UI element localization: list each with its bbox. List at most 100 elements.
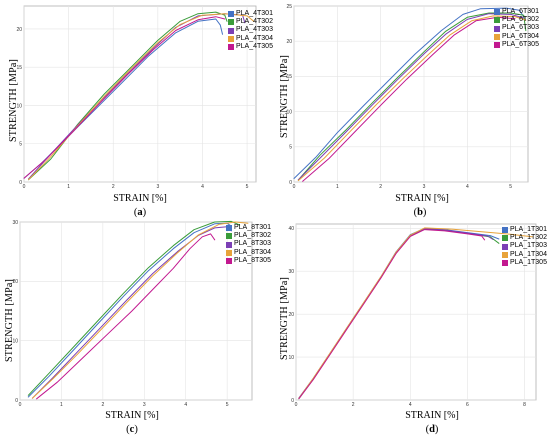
legend-item-PLA_4T305: PLA_4T305 bbox=[228, 43, 273, 51]
legend-label: PLA_6T301 bbox=[502, 8, 539, 15]
x-tick-label-d-4: 8 bbox=[523, 402, 526, 408]
chart-panel-b: 0 1 2 3 4 5 0 5 10 15 20 25 STRENGTH [MPa] STRAIN [… bbox=[276, 0, 550, 220]
panel-label-a: (a) bbox=[133, 207, 147, 218]
x-tick-label-a-3: 3 bbox=[156, 184, 159, 190]
chart-panel-c: 0 1 2 3 4 5 0 10 20 30 STRENGTH [MPa] STRAIN [%] … bbox=[0, 220, 272, 438]
series-line-PLA_4T303 bbox=[28, 13, 246, 180]
legend-b: PLA_6T301 PLA_6T302 PLA_6T303 PLA_6T304 PLA_… bbox=[494, 8, 539, 49]
x-tick-label-c-5: 5 bbox=[226, 402, 229, 408]
chart-d-svg: 0 2 4 6 8 0 10 20 30 40 bbox=[288, 223, 537, 408]
x-tick-label-c-2: 2 bbox=[101, 402, 104, 408]
legend-swatch bbox=[494, 17, 500, 24]
legend-item-PLA_8T304: PLA_8T304 bbox=[226, 249, 271, 257]
series-line-PLA_8T303 bbox=[31, 226, 232, 399]
series-line-PLA_1T305 bbox=[298, 229, 486, 400]
y-axis-label-b: STRENGTH [MPa] bbox=[279, 54, 290, 138]
plot-frame-c bbox=[19, 221, 253, 401]
legend-swatch bbox=[226, 225, 232, 232]
plot-frame-b bbox=[293, 5, 529, 183]
series-line-PLA_6T302 bbox=[297, 12, 527, 181]
legend-item-PLA_6T305: PLA_6T305 bbox=[494, 41, 539, 49]
x-tick-label-c-3: 3 bbox=[143, 402, 146, 408]
y-tick-label-d-3: 30 bbox=[288, 269, 294, 275]
legend-item-PLA_8T301: PLA_8T301 bbox=[226, 224, 271, 232]
legend-label: PLA_4T304 bbox=[236, 34, 273, 42]
legend-swatch bbox=[226, 241, 232, 248]
x-tick-label-b-0: 0 bbox=[293, 184, 296, 190]
panel-label-d: (d) bbox=[425, 424, 439, 435]
legend-swatch bbox=[228, 27, 234, 34]
x-axis-label-c: STRAIN [%] bbox=[105, 410, 159, 421]
y-tick-label-a-3: 15 bbox=[16, 65, 22, 71]
y-tick-label-c-1: 10 bbox=[12, 338, 18, 344]
legend-item-PLA_6T302: PLA_6T302 bbox=[494, 16, 539, 24]
chart-panel-d: 0 2 4 6 8 0 10 20 30 40 STRENGTH [MPa] STRAIN [%]… bbox=[276, 220, 550, 438]
legend-label: PLA_8T304 bbox=[234, 248, 271, 256]
y-tick-label-d-0: 0 bbox=[291, 398, 294, 404]
legend-label: PLA_1T305 bbox=[510, 258, 547, 266]
series-line-PLA_8T302 bbox=[27, 220, 241, 396]
legend-label: PLA_1T301 bbox=[510, 226, 547, 233]
legend-swatch bbox=[502, 251, 508, 258]
series-line-PLA_6T301 bbox=[293, 7, 525, 179]
legend-swatch bbox=[228, 43, 234, 50]
legend-swatch bbox=[226, 257, 232, 264]
y-tick-label-c-0: 0 bbox=[15, 398, 18, 404]
legend-a: PLA_4T301 PLA_4T302 PLA_4T303 PLA_4T304 PLA_… bbox=[228, 10, 273, 51]
legend-label: PLA_4T301 bbox=[236, 10, 273, 17]
series-line-PLA_4T304 bbox=[28, 13, 255, 181]
legend-label: PLA_6T305 bbox=[502, 40, 539, 48]
x-tick-label-a-2: 2 bbox=[112, 184, 115, 190]
panel-letter-b: b bbox=[417, 207, 423, 218]
legend-swatch bbox=[228, 35, 234, 42]
series-line-PLA_8T301 bbox=[27, 222, 232, 398]
x-tick-label-b-2: 2 bbox=[379, 184, 382, 190]
series-line-PLA_1T301 bbox=[298, 227, 500, 399]
x-tick-label-d-3: 6 bbox=[466, 402, 469, 408]
y-tick-label-b-3: 15 bbox=[286, 74, 292, 80]
panel-label-b: (b) bbox=[413, 207, 427, 218]
series-line-PLA_4T302 bbox=[28, 11, 228, 181]
legend-label: PLA_4T303 bbox=[236, 26, 273, 34]
x-tick-label-c-0: 0 bbox=[19, 402, 22, 408]
y-axis-label-a: STRENGTH [MPa] bbox=[8, 58, 19, 142]
legend-swatch bbox=[226, 249, 232, 256]
legend-swatch bbox=[494, 33, 500, 40]
legend-label: PLA_8T302 bbox=[234, 232, 271, 240]
series-line-PLA_6T304 bbox=[297, 15, 527, 182]
x-axis-label-b: STRAIN [%] bbox=[395, 193, 449, 204]
panel-label-c: (c) bbox=[126, 424, 138, 435]
panel-letter-d: d bbox=[429, 424, 435, 435]
x-tick-label-d-1: 2 bbox=[352, 402, 355, 408]
legend-item-PLA_6T303: PLA_6T303 bbox=[494, 24, 539, 32]
x-tick-label-d-2: 4 bbox=[409, 402, 412, 408]
y-tick-label-b-4: 20 bbox=[286, 39, 292, 45]
x-tick-label-a-0: 0 bbox=[23, 184, 26, 190]
y-tick-label-c-3: 30 bbox=[12, 220, 18, 226]
legend-label: PLA_1T304 bbox=[510, 250, 547, 258]
legend-label: PLA_6T304 bbox=[502, 32, 539, 40]
legend-item-PLA_1T302: PLA_1T302 bbox=[502, 234, 547, 242]
x-tick-label-b-4: 4 bbox=[466, 184, 469, 190]
legend-swatch bbox=[228, 19, 234, 26]
y-tick-label-a-0: 0 bbox=[19, 180, 22, 186]
legend-item-PLA_8T302: PLA_8T302 bbox=[226, 232, 271, 240]
x-tick-label-b-5: 5 bbox=[509, 184, 512, 190]
series-line-PLA_1T304 bbox=[298, 227, 534, 399]
panel-letter-c: c bbox=[129, 424, 135, 435]
legend-item-PLA_4T302: PLA_4T302 bbox=[228, 18, 273, 26]
y-tick-label-d-1: 10 bbox=[288, 355, 294, 361]
plot-frame-a bbox=[23, 5, 257, 183]
legend-item-PLA_8T305: PLA_8T305 bbox=[226, 257, 271, 265]
legend-swatch bbox=[226, 233, 232, 240]
x-tick-label-b-1: 1 bbox=[336, 184, 339, 190]
x-tick-label-a-1: 1 bbox=[67, 184, 70, 190]
chart-c-svg: 0 1 2 3 4 5 0 10 20 30 bbox=[12, 220, 253, 408]
series-line-PLA_6T305 bbox=[302, 16, 516, 182]
x-tick-label-b-3: 3 bbox=[423, 184, 426, 190]
legend-label: PLA_8T305 bbox=[234, 256, 271, 264]
chart-a-svg: 0 1 2 3 4 5 0 5 10 15 20 bbox=[16, 5, 257, 190]
x-tick-label-c-4: 4 bbox=[184, 402, 187, 408]
series-line-PLA_8T304 bbox=[31, 221, 249, 399]
series-line-PLA_8T305 bbox=[36, 233, 216, 400]
